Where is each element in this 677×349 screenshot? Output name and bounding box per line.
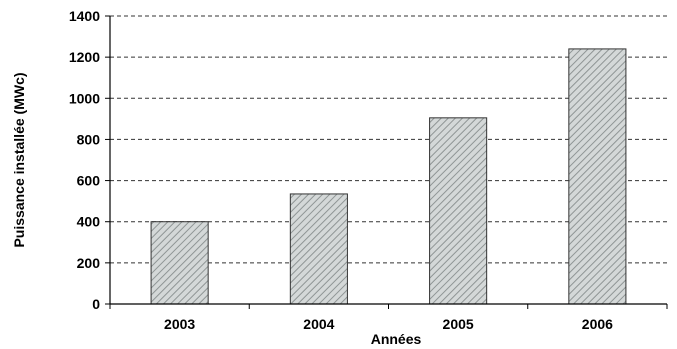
y-tick-labels: 0 200 400 600 800 1000 1200 1400 — [69, 8, 110, 312]
y-axis-title: Puissance installée (MWc) — [11, 72, 27, 247]
x-tick-labels: 2003 2004 2005 2006 — [109, 304, 668, 332]
bars — [150, 48, 627, 305]
bar — [429, 117, 488, 305]
bar — [289, 193, 348, 305]
y-tick-label: 1200 — [69, 49, 100, 65]
y-tick-label: 0 — [92, 296, 100, 312]
y-tick-label: 400 — [77, 214, 101, 230]
y-tick-label: 200 — [77, 255, 101, 271]
y-tick-label: 1000 — [69, 90, 100, 106]
x-tick-label: 2005 — [443, 316, 474, 332]
y-tick-label: 1400 — [69, 8, 100, 24]
y-tick-label: 800 — [77, 131, 101, 147]
x-tick-label: 2006 — [582, 316, 613, 332]
bar — [568, 48, 627, 305]
x-tick-label: 2004 — [303, 316, 334, 332]
x-axis-title: Années — [371, 331, 422, 347]
bar — [150, 221, 209, 305]
y-tick-label: 600 — [77, 173, 101, 189]
x-tick-label: 2003 — [164, 316, 195, 332]
